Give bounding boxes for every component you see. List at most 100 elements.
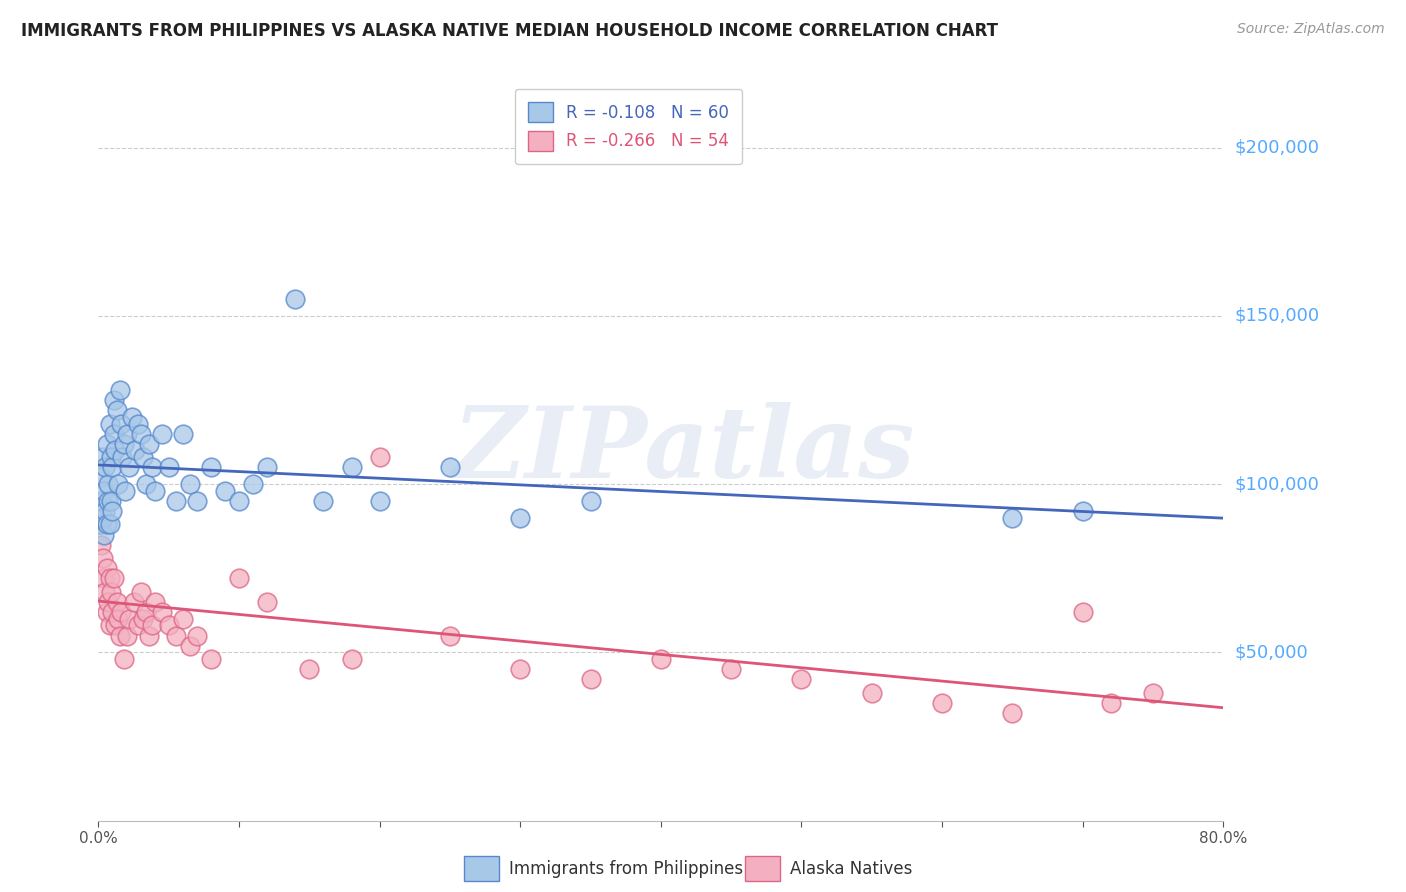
Point <box>242 477 264 491</box>
Point <box>90 538 112 552</box>
Point <box>1001 510 1024 524</box>
Point <box>98 618 121 632</box>
Point <box>100 494 122 508</box>
Point <box>124 443 146 458</box>
Point <box>107 612 129 626</box>
Point <box>650 652 672 666</box>
Point <box>112 652 135 666</box>
Point <box>720 662 742 676</box>
Point <box>101 605 124 619</box>
Text: IMMIGRANTS FROM PHILIPPINES VS ALASKA NATIVE MEDIAN HOUSEHOLD INCOME CORRELATION: IMMIGRANTS FROM PHILIPPINES VS ALASKA NA… <box>21 22 998 40</box>
Point <box>93 483 115 498</box>
Point <box>157 460 180 475</box>
Point <box>439 460 461 475</box>
Point <box>101 460 124 475</box>
Point <box>112 436 135 450</box>
Point <box>118 460 141 475</box>
Point <box>790 673 813 687</box>
Point <box>256 595 278 609</box>
Point <box>931 696 953 710</box>
Point <box>439 628 461 642</box>
Point <box>122 595 145 609</box>
Text: $200,000: $200,000 <box>1234 138 1319 157</box>
Point <box>186 494 208 508</box>
Text: $50,000: $50,000 <box>1234 643 1308 661</box>
Point <box>97 595 120 609</box>
Text: Immigrants from Philippines: Immigrants from Philippines <box>509 860 744 878</box>
Point <box>96 436 118 450</box>
Text: Source: ZipAtlas.com: Source: ZipAtlas.com <box>1237 22 1385 37</box>
Point <box>111 450 134 465</box>
Point <box>103 426 125 441</box>
Point <box>127 417 149 431</box>
Point <box>127 618 149 632</box>
Point <box>129 426 152 441</box>
Point <box>143 483 166 498</box>
Point <box>368 494 391 508</box>
Point <box>1099 696 1122 710</box>
Point <box>1071 605 1094 619</box>
Point <box>94 504 117 518</box>
Point <box>103 392 125 407</box>
Point <box>1071 504 1094 518</box>
Point <box>284 292 307 306</box>
Point <box>105 403 128 417</box>
Point <box>104 618 127 632</box>
Point <box>860 686 883 700</box>
Point <box>94 584 117 599</box>
Point <box>368 450 391 465</box>
Point <box>93 527 115 541</box>
Point <box>105 595 128 609</box>
Point <box>579 673 602 687</box>
Point <box>91 510 114 524</box>
Point <box>108 628 131 642</box>
Point <box>172 612 194 626</box>
Point <box>509 662 531 676</box>
Point <box>110 417 132 431</box>
Point <box>115 426 138 441</box>
Point <box>312 494 335 508</box>
Point <box>132 450 155 465</box>
Point <box>91 551 114 566</box>
Point <box>138 628 160 642</box>
Point <box>256 460 278 475</box>
Point <box>179 477 201 491</box>
Point <box>186 628 208 642</box>
Legend: R = -0.108   N = 60, R = -0.266   N = 54: R = -0.108 N = 60, R = -0.266 N = 54 <box>515 88 742 164</box>
Point <box>579 494 602 508</box>
Point <box>91 450 114 465</box>
Point <box>165 628 187 642</box>
Point <box>100 584 122 599</box>
Point <box>1142 686 1164 700</box>
Point <box>138 436 160 450</box>
Point <box>179 639 201 653</box>
Point <box>1001 706 1024 720</box>
Point <box>214 483 236 498</box>
Text: ZIPatlas: ZIPatlas <box>453 402 914 499</box>
Point <box>340 460 363 475</box>
Point <box>100 450 122 465</box>
Point <box>97 494 120 508</box>
Point <box>228 571 250 585</box>
Point <box>97 477 120 491</box>
Point <box>135 477 157 491</box>
Point <box>165 494 187 508</box>
Point <box>141 618 163 632</box>
Point <box>90 470 112 484</box>
Point <box>150 605 173 619</box>
Text: $150,000: $150,000 <box>1234 307 1319 325</box>
Text: Alaska Natives: Alaska Natives <box>790 860 912 878</box>
Point <box>509 510 531 524</box>
Point <box>89 517 111 532</box>
Point <box>101 504 124 518</box>
Point <box>89 517 111 532</box>
Point <box>200 460 222 475</box>
Point <box>172 426 194 441</box>
Point <box>96 561 118 575</box>
Point <box>141 460 163 475</box>
Point <box>114 483 136 498</box>
Point <box>129 584 152 599</box>
Point <box>228 494 250 508</box>
Point <box>96 605 118 619</box>
Point <box>200 652 222 666</box>
